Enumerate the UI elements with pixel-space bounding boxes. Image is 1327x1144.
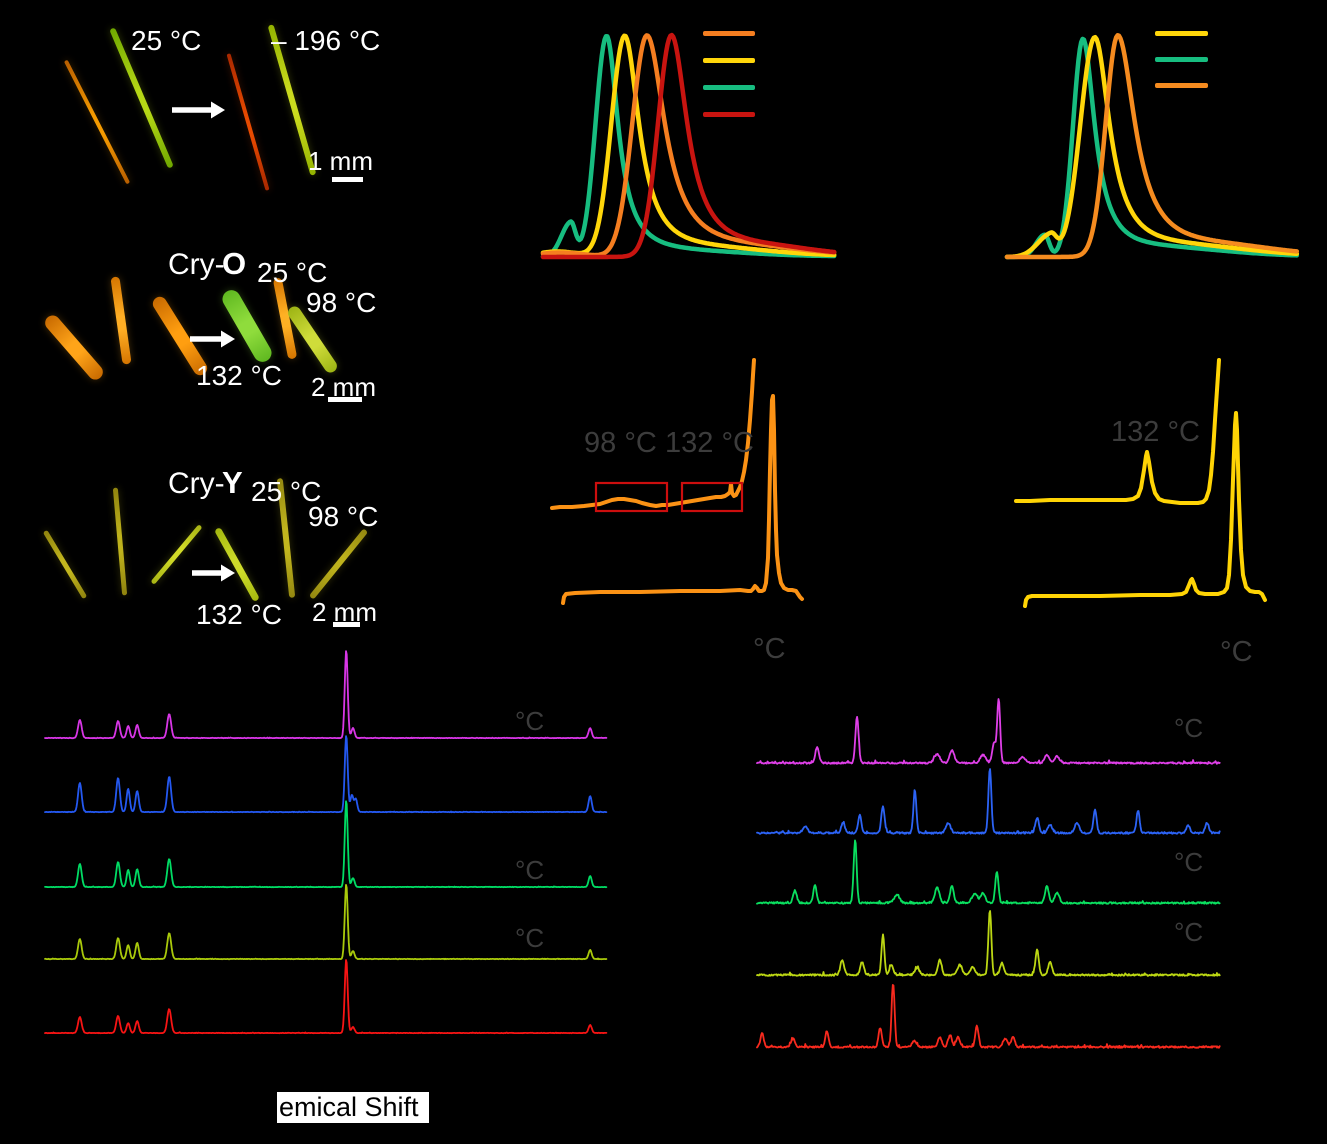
pxrd-green: [756, 839, 1221, 905]
scale-bar: [332, 177, 363, 182]
pxrd-blue: [756, 768, 1221, 835]
emission-cry-y-legend-swatch: [1155, 57, 1208, 62]
pxrd-red: [756, 984, 1221, 1049]
dsc-y-inset: [1014, 358, 1221, 505]
label-scalebar-2mm-c: 2 mm: [312, 597, 377, 627]
label-cry-o-letter: O: [222, 246, 247, 281]
emission-cry-y-legend-swatch: [1155, 83, 1208, 88]
emission-cry-y-legend-swatch: [1155, 31, 1208, 36]
emisO-yellow-98: [540, 33, 837, 258]
emisO-green-132: [540, 33, 837, 259]
label-dsc-y-132c: 132 °C: [1111, 416, 1200, 448]
label-dsc-o-132c: 132 °C: [665, 427, 754, 459]
label-25c-panel-a: 25 °C: [131, 25, 202, 56]
emisY-yellow: [1004, 34, 1300, 260]
dsc-o-main: [561, 394, 804, 605]
label-dsc-y-unit: °C: [1220, 636, 1253, 668]
label-132c-panel-c: 132 °C: [196, 599, 282, 630]
label-scalebar-2mm-b: 2 mm: [311, 372, 376, 402]
label-nmr-row1-unit: °C: [515, 706, 545, 736]
transform-arrow-head-icon: [221, 564, 235, 582]
label-98c-panel-b: 98 °C: [306, 287, 377, 318]
transform-arrow-head-icon: [221, 330, 235, 348]
emisY-orange: [1004, 33, 1300, 260]
label-dsc-o-98c: 98 °C: [584, 427, 657, 459]
dsc-y-main: [1023, 411, 1267, 608]
label-25c-panel-b: 25 °C: [257, 257, 328, 288]
emission-cry-o-legend-swatch: [703, 58, 755, 63]
nmr-lime: [44, 884, 608, 961]
scale-bar: [328, 397, 362, 402]
emisY-green: [1004, 36, 1300, 260]
nmr-magenta: [44, 650, 608, 740]
nmr-blue: [44, 735, 608, 814]
label-scalebar-1mm: 1 mm: [308, 146, 373, 176]
nmr-red: [44, 959, 608, 1035]
label-minus-196c: – 196 °C: [271, 25, 381, 56]
chemical-shift-axis-label-fragment: emical Shift / p: [277, 1092, 429, 1123]
emisO-red-m196: [540, 32, 837, 260]
label-cry-y-prefix: Cry-: [168, 467, 225, 500]
dsc-highlight-box: [594, 481, 669, 513]
pxrd-magenta: [756, 698, 1221, 765]
emission-cry-o-legend-swatch: [703, 112, 755, 117]
label-cry-y-letter: Y: [222, 465, 243, 500]
label-cry-o-prefix: Cry-: [168, 248, 225, 281]
label-dsc-o-unit: °C: [753, 633, 786, 665]
nmr-green: [44, 800, 608, 889]
label-pxrd-row3-unit: °C: [1174, 847, 1204, 877]
scale-bar: [333, 622, 360, 627]
label-nmr-row4-unit: °C: [515, 923, 545, 953]
label-pxrd-row1-unit: °C: [1174, 713, 1204, 743]
dsc-o-inset: [550, 358, 756, 510]
emission-cry-o-legend-swatch: [703, 31, 755, 36]
label-132c-panel-b: 132 °C: [196, 360, 282, 391]
emission-cry-o-legend-swatch: [703, 85, 755, 90]
label-98c-panel-c: 98 °C: [308, 501, 379, 532]
pxrd-lime: [756, 910, 1221, 977]
label-pxrd-row4-unit: °C: [1174, 917, 1204, 947]
label-nmr-row3-unit: °C: [515, 855, 545, 885]
dsc-highlight-box: [680, 481, 744, 513]
label-25c-panel-c: 25 °C: [251, 476, 322, 507]
transform-arrow-head-icon: [211, 101, 225, 119]
